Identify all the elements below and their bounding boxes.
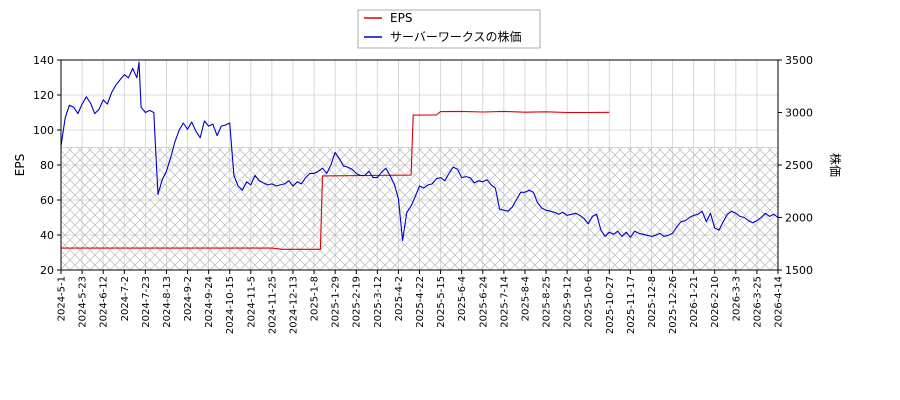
y-right-tick-label: 3500 [785,54,813,67]
x-tick-label: 2024-11-5 [246,276,257,328]
y-left-tick-label: 100 [33,124,54,137]
legend-label-eps: EPS [390,11,412,25]
series-layer [61,61,778,250]
x-tick-label: 2024-7-23 [141,276,152,328]
x-tick-label: 2025-8-25 [542,276,553,328]
x-tick-label: 2026-3-25 [752,276,763,328]
y-left-tick-label: 20 [40,264,54,277]
x-tick-label: 2025-1-29 [331,276,342,328]
x-tick-label: 2025-12-8 [647,276,658,328]
x-tick-label: 2025-4-22 [415,276,426,328]
x-tick-label: 2024-5-23 [78,276,89,328]
x-tick-label: 2026-3-3 [731,276,742,321]
x-tick-label: 2024-10-15 [225,276,236,334]
legend-box [357,9,541,49]
x-tick-label: 2026-2-10 [710,276,721,328]
y-right-axis-label: 株価 [828,153,843,177]
x-tick-label: 2025-6-24 [478,276,489,328]
stock-price-series-line [61,61,778,242]
x-tick-label: 2025-12-26 [668,276,679,334]
x-tick-label: 2025-8-4 [520,276,531,321]
y-left-axis-label: EPS [13,154,27,176]
x-tick-label: 2025-4-2 [394,276,405,321]
y-right-tick-label: 1500 [785,264,813,277]
y-left-tick-label: 60 [40,194,54,207]
x-tick-label: 2024-5-1 [57,276,68,321]
y-left-tick-label: 140 [33,54,54,67]
x-tick-label: 2024-7-2 [120,276,131,321]
y-right-tick-label: 3000 [785,107,813,120]
x-tick-label: 2024-9-2 [183,276,194,321]
y-right-tick-label: 2500 [785,159,813,172]
x-tick-label: 2024-6-12 [99,276,110,328]
x-tick-label: 2024-8-13 [162,276,173,328]
x-tick-label: 2025-6-4 [457,276,468,321]
x-tick-label: 2025-1-8 [310,276,321,321]
x-tick-label: 2025-2-19 [352,276,363,328]
x-tick-label: 2025-10-27 [605,276,616,334]
y-left-tick-label: 120 [33,89,54,102]
legend: EPS サーバーワークスの株価 [357,9,541,49]
y-left-tick-label: 80 [40,159,54,172]
y-left-tick-label: 40 [40,229,54,242]
x-tick-label: 2025-10-6 [584,276,595,328]
x-tick-label: 2026-4-14 [774,276,785,328]
x-tick-label: 2024-11-25 [267,276,278,334]
hatched-band [61,147,778,270]
axes: 20 40 60 80 100 120 140 1500 2000 2500 3000 3500 202… [33,54,813,334]
x-tick-label: 2025-5-15 [436,276,447,328]
x-tick-label: 2025-3-12 [373,276,384,328]
legend-label-price: サーバーワークスの株価 [390,29,522,44]
x-tick-label: 2024-9-24 [204,276,215,328]
x-tick-label: 2025-7-14 [499,276,510,328]
hatched-band-area [61,147,778,270]
x-tick-label: 2026-1-21 [689,276,700,328]
y-right-tick-label: 2000 [785,212,813,225]
eps-series-line [61,110,610,250]
x-tick-label: 2024-12-13 [288,276,299,334]
x-tick-label: 2025-9-12 [563,276,574,328]
x-tick-label: 2025-11-17 [626,276,637,334]
